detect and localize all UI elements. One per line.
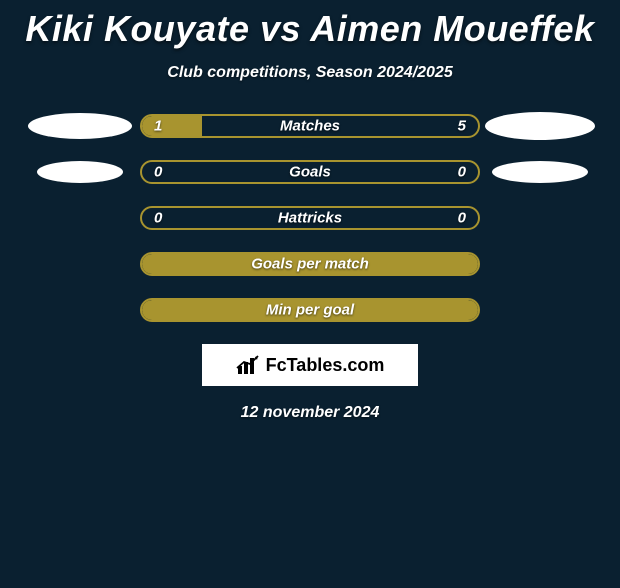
metric-label: Min per goal [266,302,354,319]
stat-row: 0 0 Hattricks [0,206,620,230]
stat-bar: 1 5 Matches [140,114,480,138]
stat-bar: Min per goal [140,298,480,322]
stat-bar: 0 0 Hattricks [140,206,480,230]
stat-row: Goals per match [0,252,620,276]
page-title: Kiki Kouyate vs Aimen Moueffek [0,8,620,50]
right-side [480,112,600,140]
value-right: 0 [458,210,466,227]
stat-bar: Goals per match [140,252,480,276]
stat-row: 1 5 Matches [0,114,620,138]
player-left-marker [28,113,132,139]
logo-box[interactable]: FcTables.com [202,344,418,386]
right-side [480,161,600,183]
value-right: 5 [458,118,466,135]
value-right: 0 [458,164,466,181]
left-side [20,113,140,139]
player-right-marker [492,161,588,183]
metric-label: Hattricks [278,210,342,227]
bar-fill-left [142,116,202,136]
metric-label: Matches [280,118,340,135]
bar-chart-icon [236,354,262,376]
player-right-marker [485,112,595,140]
metric-label: Goals per match [251,256,369,273]
stats-rows: 1 5 Matches 0 0 Goals 0 0 Hattricks Goals per mat… [0,114,620,322]
stat-row: 0 0 Goals [0,160,620,184]
value-left: 1 [154,118,162,135]
left-side [20,161,140,183]
value-left: 0 [154,210,162,227]
value-left: 0 [154,164,162,181]
subtitle: Club competitions, Season 2024/2025 [0,64,620,82]
metric-label: Goals [289,164,331,181]
stat-row: Min per goal [0,298,620,322]
player-left-marker [37,161,123,183]
logo-text: FcTables.com [266,355,385,376]
date-label: 12 november 2024 [0,404,620,422]
stat-bar: 0 0 Goals [140,160,480,184]
